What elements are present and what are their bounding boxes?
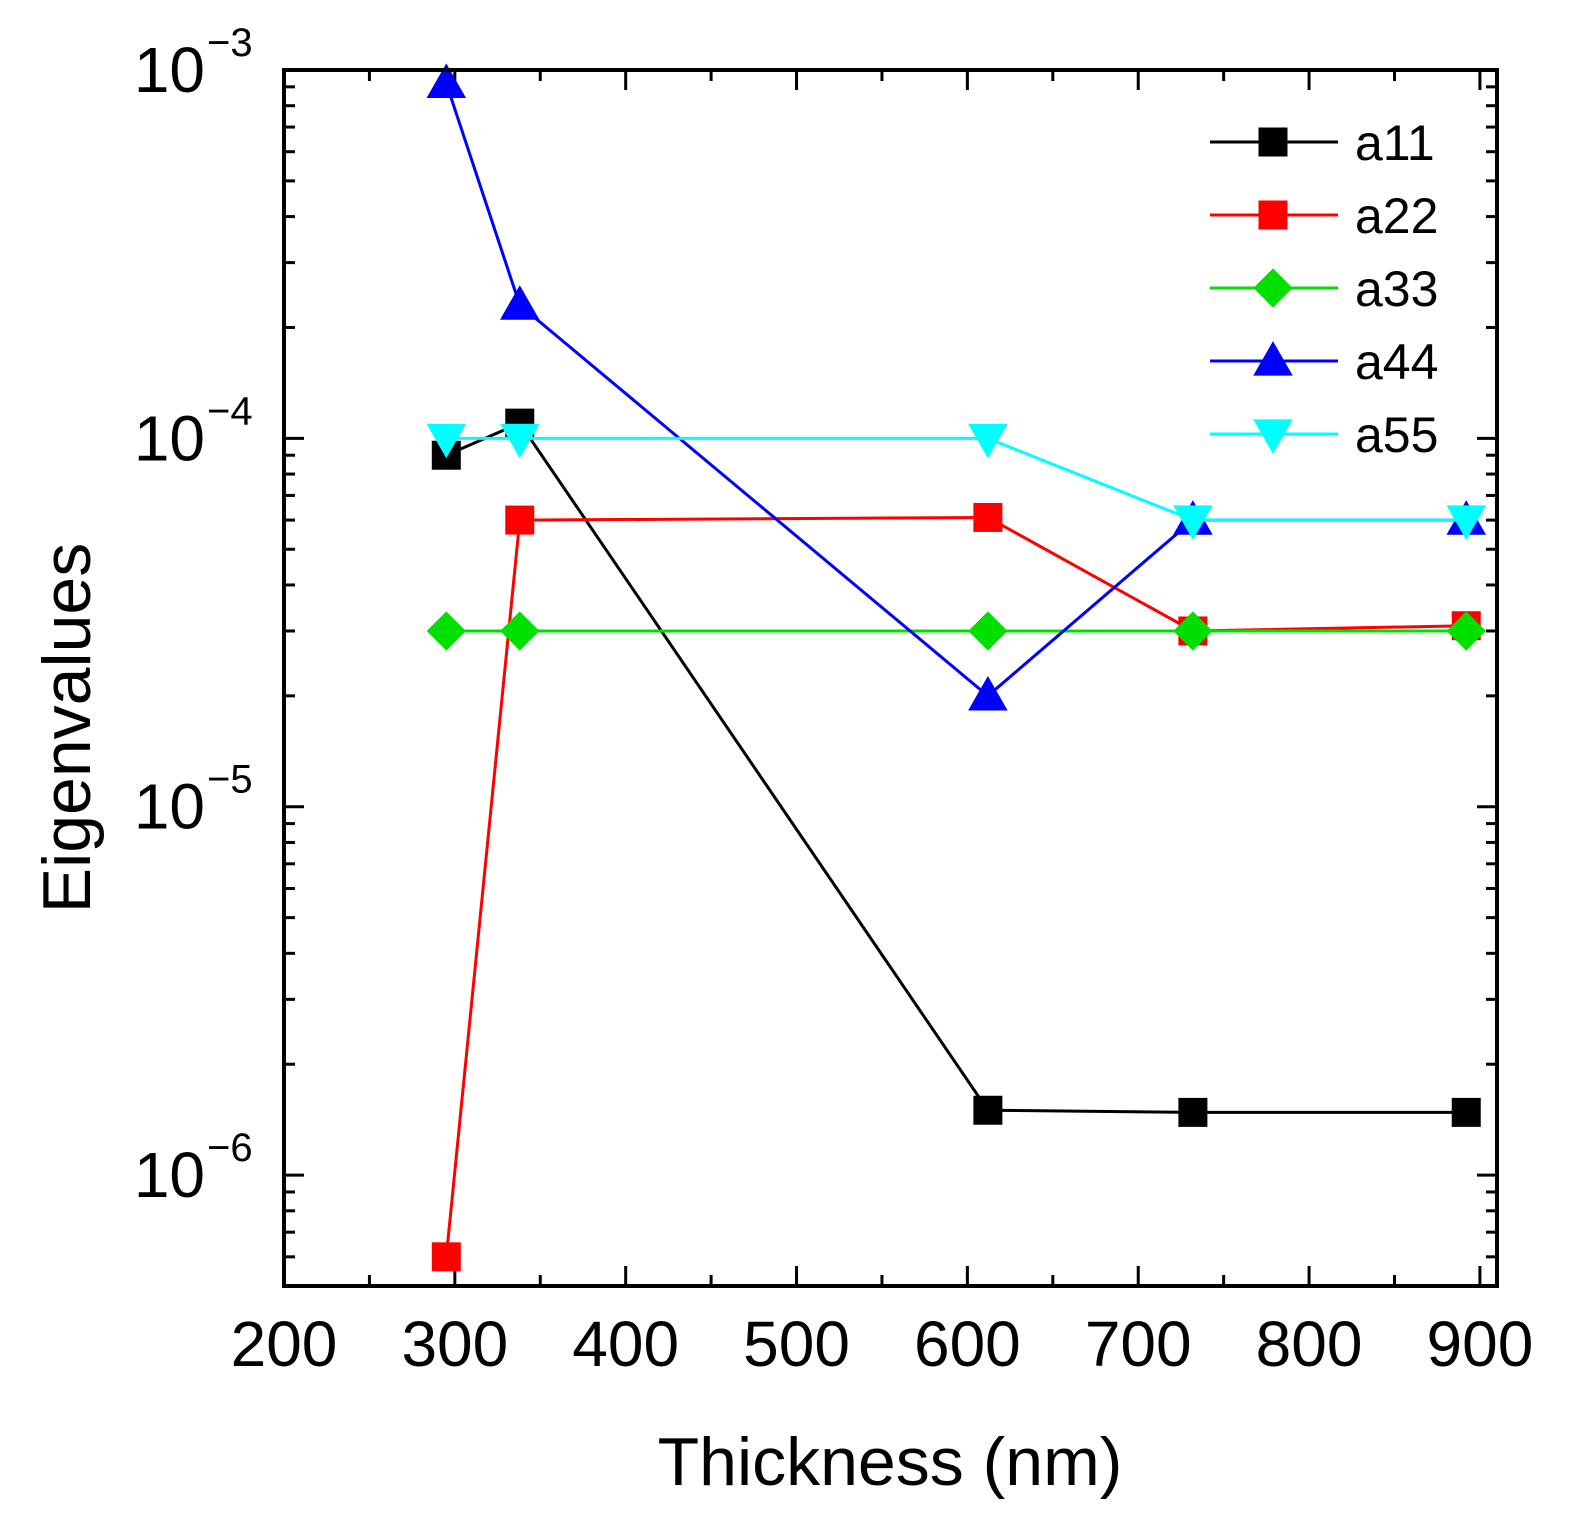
data-point-a11	[973, 1095, 1003, 1125]
series-line-a11	[445, 421, 1467, 1114]
data-point-a11	[1451, 1097, 1481, 1127]
legend-item-a55: a55	[1210, 407, 1438, 463]
x-tick-label: 500	[743, 1308, 850, 1380]
legend-label: a22	[1355, 188, 1438, 244]
data-point-a44	[968, 675, 1008, 711]
series-line-a44	[444, 82, 1467, 698]
legend-label: a11	[1355, 115, 1435, 171]
x-tick-label: 200	[231, 1308, 338, 1380]
data-point-a33	[426, 611, 466, 651]
legend-label: a55	[1355, 407, 1438, 463]
legend-label: a33	[1355, 261, 1438, 317]
legend-item-a44: a44	[1210, 334, 1438, 390]
x-tick-label: 600	[914, 1308, 1021, 1380]
data-point-a22	[505, 505, 535, 535]
data-point-a55	[500, 423, 540, 459]
data-point-a33	[968, 611, 1008, 651]
y-tick-label-exponent: −6	[207, 1126, 253, 1170]
data-point-a22	[431, 1242, 461, 1272]
x-tick-label: 900	[1427, 1308, 1534, 1380]
legend-item-a22: a22	[1210, 188, 1438, 244]
series-a22	[431, 502, 1481, 1272]
data-point-a33	[1173, 611, 1213, 651]
axis-ticks	[282, 68, 1497, 1288]
legend: a11 a22 a33 a44 a55	[1210, 115, 1438, 463]
series-a55	[426, 423, 1487, 541]
x-tick-labels: 200 300 400 500 600 700 800 900	[231, 1308, 1534, 1380]
series-line-a55	[446, 436, 1467, 522]
data-point-a44	[426, 63, 467, 99]
x-tick-label: 800	[1256, 1308, 1363, 1380]
x-tick-label: 400	[572, 1308, 679, 1380]
data-point-a55	[1173, 505, 1213, 541]
legend-item-a33: a33	[1210, 261, 1438, 317]
y-tick-labels: 10−610−510−410−3	[134, 21, 253, 1211]
y-tick-label-base: 10	[134, 1139, 205, 1211]
data-point-a22	[973, 502, 1003, 532]
series-a44	[426, 63, 1487, 711]
plot-frame	[282, 68, 1499, 1288]
data-point-a44	[500, 285, 540, 320]
x-tick-label: 700	[1085, 1308, 1192, 1380]
data-point-a33	[500, 611, 540, 651]
y-tick-label-base: 10	[134, 771, 205, 843]
series-line-a22	[444, 515, 1467, 1257]
y-tick-label-base: 10	[134, 402, 205, 474]
x-axis-title: Thickness (nm)	[658, 1424, 1123, 1500]
legend-swatch-marker	[1253, 419, 1293, 454]
x-tick-label: 300	[401, 1308, 508, 1380]
data-point-a11	[1178, 1097, 1208, 1127]
data-point-a33	[1446, 611, 1486, 651]
data-point-a55	[426, 423, 467, 459]
y-tick-label-exponent: −5	[207, 758, 253, 802]
y-tick-label-exponent: −3	[207, 21, 253, 65]
legend-swatch-marker	[1258, 127, 1288, 157]
legend-swatch-marker	[1253, 341, 1293, 376]
legend-label: a44	[1355, 334, 1438, 390]
y-tick-label-base: 10	[134, 34, 205, 106]
y-axis-title: Eigenvalues	[29, 543, 105, 913]
legend-swatch-marker	[1253, 268, 1293, 308]
series-a33	[426, 611, 1486, 651]
data-point-a55	[968, 423, 1008, 459]
legend-item-a11: a11	[1210, 115, 1435, 171]
y-tick-label-exponent: −4	[207, 389, 253, 433]
data-point-a55	[1446, 505, 1487, 541]
legend-swatch-marker	[1258, 200, 1288, 230]
plot-series	[426, 63, 1487, 1272]
